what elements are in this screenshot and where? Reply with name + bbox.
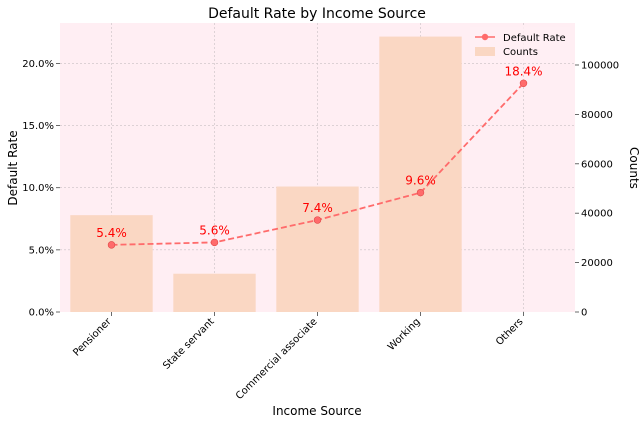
legend-bar-swatch bbox=[475, 47, 495, 56]
legend-label-default-rate: Default Rate bbox=[503, 33, 566, 44]
x-tick-label: Commercial associate bbox=[234, 316, 320, 402]
x-tick-label: Others bbox=[494, 316, 526, 348]
line-series: 5.4% 5.6% 7.4% 9.6% 18.4% bbox=[96, 64, 543, 249]
bar bbox=[379, 36, 462, 312]
legend-box bbox=[470, 27, 570, 63]
y-left-tick-label: 5.0% bbox=[29, 245, 54, 256]
y-right-tick-label: 0 bbox=[581, 308, 587, 319]
bar bbox=[173, 273, 256, 312]
bar-series bbox=[70, 36, 462, 312]
chart-title: Default Rate by Income Source bbox=[208, 6, 426, 22]
x-tick-label: Working bbox=[386, 316, 423, 353]
data-point bbox=[313, 216, 322, 224]
y-right-tick-label: 100000 bbox=[581, 60, 619, 71]
y-right-tick-label: 20000 bbox=[581, 258, 613, 269]
data-point bbox=[107, 241, 116, 249]
y-left-tick-label: 10.0% bbox=[22, 183, 54, 194]
x-tick-label: Pensioner bbox=[71, 316, 114, 359]
legend: Default Rate Counts bbox=[470, 27, 570, 63]
y-left-tick-label: 20.0% bbox=[22, 59, 54, 70]
x-tick-label: State servant bbox=[161, 316, 217, 372]
data-label: 18.4% bbox=[504, 64, 542, 78]
legend-label-counts: Counts bbox=[503, 47, 538, 58]
data-point bbox=[416, 188, 425, 197]
y-axis-left-label: Default Rate bbox=[6, 130, 20, 205]
data-point bbox=[210, 238, 219, 247]
y-left-tick-label: 0.0% bbox=[29, 308, 54, 319]
y-axis-right-label: Counts bbox=[627, 147, 640, 189]
data-point bbox=[519, 79, 528, 87]
data-label: 9.6% bbox=[405, 174, 436, 188]
x-axis-label: Income Source bbox=[272, 404, 361, 418]
data-label: 7.4% bbox=[302, 201, 333, 215]
bar bbox=[70, 215, 153, 312]
bar bbox=[276, 186, 359, 312]
y-right-tick-label: 40000 bbox=[581, 209, 613, 220]
y-left-tick-label: 15.0% bbox=[22, 121, 54, 132]
y-right-tick-label: 60000 bbox=[581, 159, 613, 170]
legend-line-dot bbox=[481, 33, 489, 41]
data-label: 5.6% bbox=[199, 223, 230, 237]
data-label: 5.4% bbox=[96, 226, 127, 240]
y-right-tick-label: 80000 bbox=[581, 110, 613, 121]
